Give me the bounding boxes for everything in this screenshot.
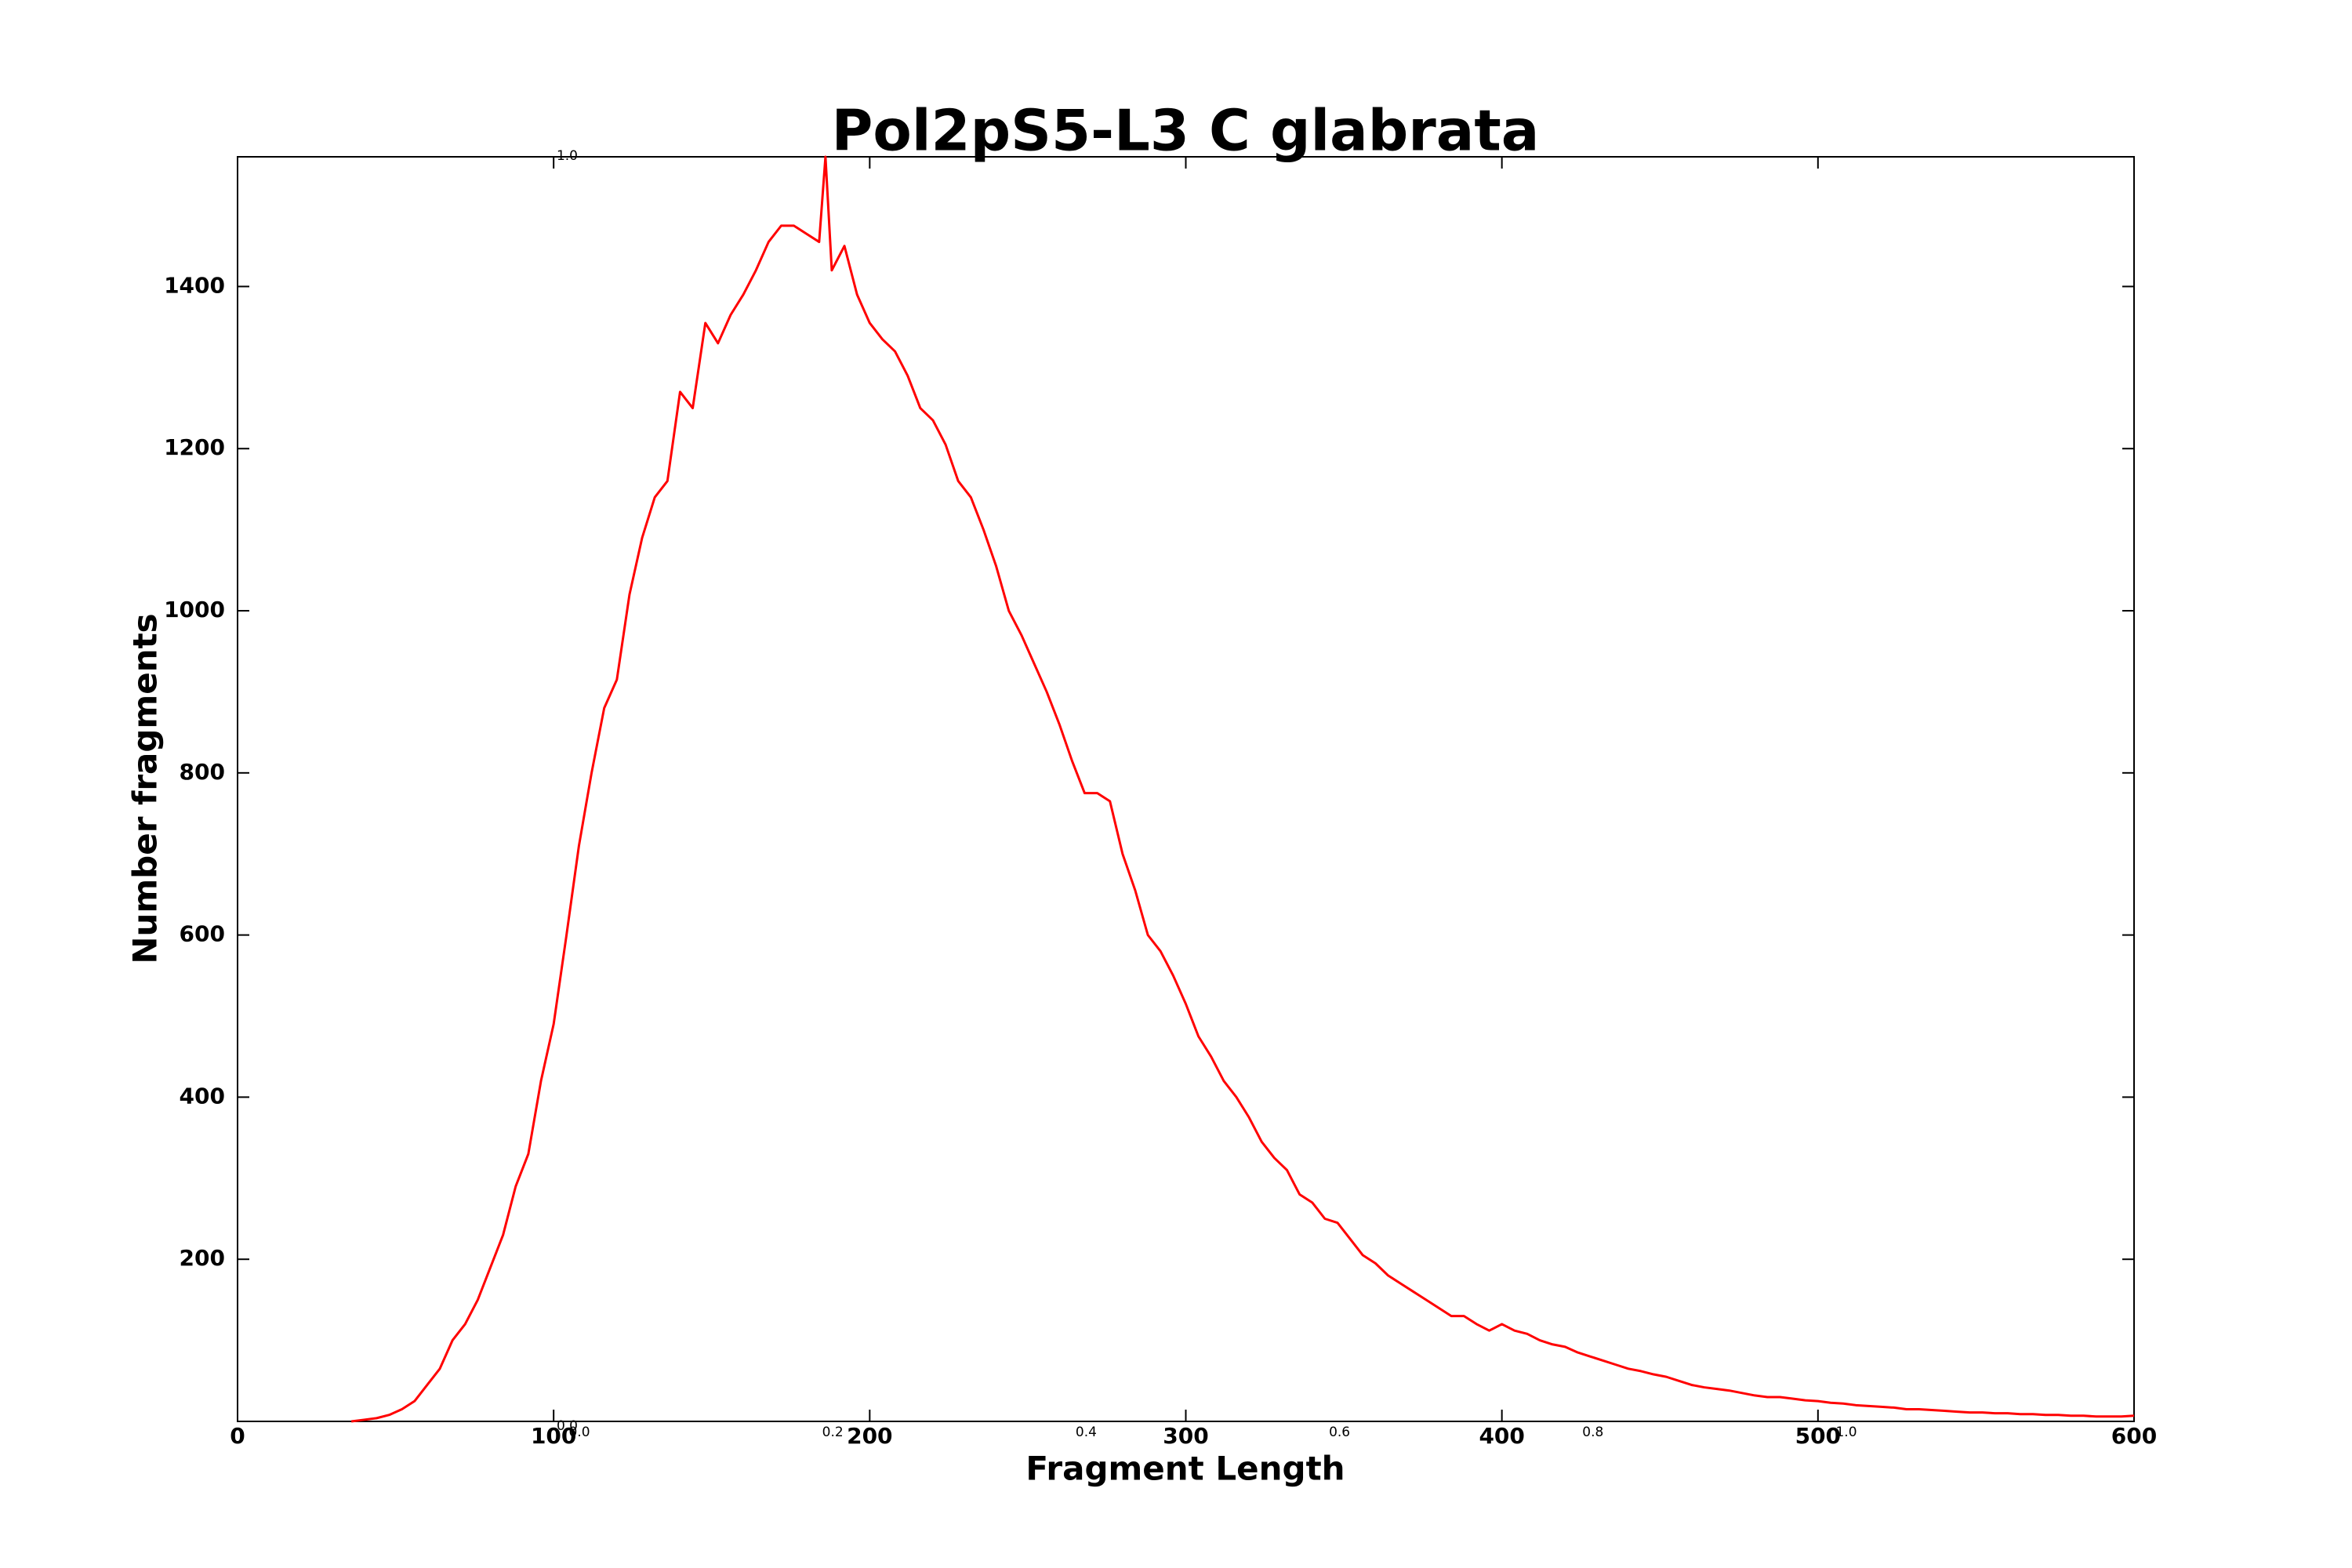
overlay-y-tick-label: 0.0 <box>557 1418 578 1434</box>
x-tick-label: 0 <box>230 1423 245 1449</box>
y-axis-label: Number fragments <box>126 613 165 964</box>
x-tick-label: 600 <box>2111 1423 2157 1449</box>
y-tick-label: 600 <box>180 921 225 947</box>
x-tick-label: 400 <box>1479 1423 1524 1449</box>
x-axis-label: Fragment Length <box>1025 1450 1345 1488</box>
y-tick-label: 200 <box>180 1245 225 1271</box>
y-tick-label: 1000 <box>164 597 225 622</box>
x-tick-label: 300 <box>1163 1423 1208 1449</box>
y-tick-label: 800 <box>180 759 225 785</box>
overlay-x-tick-label: 0.2 <box>822 1425 844 1440</box>
x-tick-label: 200 <box>847 1423 892 1449</box>
overlay-x-tick-label: 1.0 <box>1835 1425 1857 1440</box>
y-tick-label: 1400 <box>164 272 225 298</box>
x-tick-label: 100 <box>531 1423 576 1449</box>
data-line <box>350 155 2135 1423</box>
x-tick-label: 500 <box>1795 1423 1841 1449</box>
y-tick-label: 400 <box>180 1083 225 1109</box>
overlay-y-tick-label: 1.0 <box>557 148 578 164</box>
y-tick-label: 1200 <box>164 434 225 460</box>
overlay-x-tick-label: 0.6 <box>1329 1425 1350 1440</box>
overlay-x-tick-label: 0.4 <box>1076 1425 1097 1440</box>
overlay-x-tick-label: 0.0 <box>568 1425 590 1440</box>
overlay-x-tick-label: 0.8 <box>1582 1425 1603 1440</box>
chart-title: Pol2pS5-L3 C glabrata <box>832 98 1540 164</box>
